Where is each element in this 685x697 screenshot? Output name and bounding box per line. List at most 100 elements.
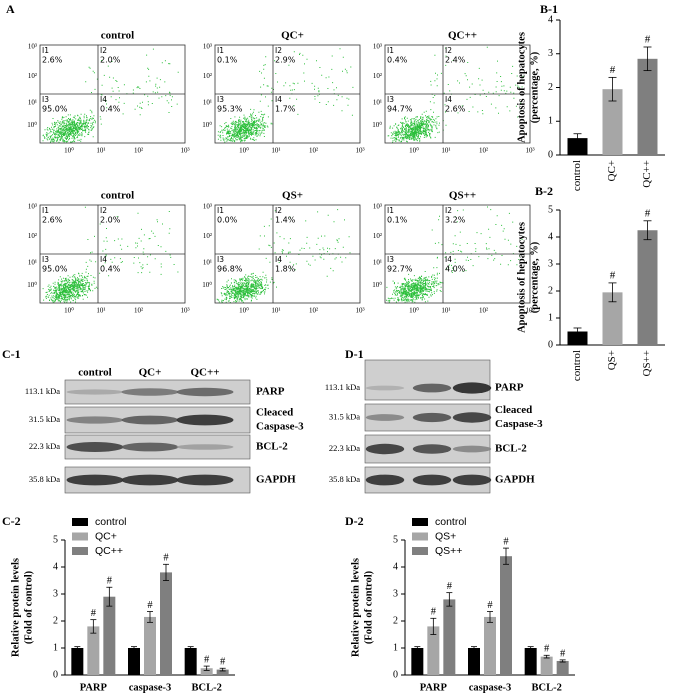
significance-mark: # [220,657,226,668]
flow-y-tick: 10⁰ [27,281,37,289]
quadrant-pct: 0.0% [217,216,238,225]
quadrant-id: I3 [217,95,224,104]
quadrant-pct: 2.0% [100,216,121,225]
quadrant-id: I3 [42,95,49,104]
flow-title: QC++ [448,30,477,42]
quadrant-pct: 2.6% [445,105,466,114]
flow-x-tick: 10² [134,307,143,315]
quadrant-pct: 2.0% [100,56,121,65]
flow-y-tick: 10¹ [203,98,212,106]
y-tick-label: 2 [53,615,58,626]
blot-band [121,442,179,452]
blot-band [412,412,452,423]
event-cloud [216,209,351,303]
x-tick-label: QS++ [641,350,653,376]
blot-band [121,388,179,396]
y-axis-label: (percentage, %) [529,241,540,313]
blot-band [121,415,179,425]
quadrant-pct: 2.6% [42,56,63,65]
molecular-weight: 35.8 kDa [329,474,360,484]
significance-mark: # [544,644,550,655]
protein-label: GAPDH [256,474,296,486]
blot-band [176,444,234,450]
blot-band [66,474,124,486]
protein-label: BCL-2 [256,441,288,453]
significance-mark: # [91,608,97,619]
significance-mark: # [645,34,651,46]
legend-swatch [72,547,88,555]
y-tick-label: 4 [548,231,553,242]
chart-title: D-2 [345,514,364,528]
x-tick-label: BCL-2 [191,682,221,693]
flow-x-tick: 10¹ [441,307,450,315]
bar [144,616,156,675]
y-tick-label: 0 [548,149,553,160]
flow-y-tick: 10³ [373,43,382,51]
blot-band [176,474,234,486]
quadrant-pct: 0.4% [100,265,121,274]
flow-y-tick: 10³ [28,203,37,211]
protein-label: PARP [256,386,285,398]
y-tick-label: 1 [53,642,58,653]
flow-title: control [101,190,134,202]
blot-band [365,414,405,421]
flow-title: control [101,30,134,42]
flow-y-tick: 10¹ [203,258,212,266]
significance-mark: # [431,607,437,618]
x-tick-label: PARP [420,682,448,693]
quadrant-id: I3 [42,255,49,264]
y-tick-label: 2 [548,285,553,296]
flow-title: QS++ [449,190,476,202]
protein-label: BCL-2 [495,443,527,455]
bar [216,669,229,675]
legend-swatch [412,547,428,555]
legend-label: QC+ [95,530,117,542]
significance-mark: # [107,576,113,587]
blot-band [365,474,405,486]
x-tick-label: control [571,160,583,191]
flow-y-tick: 10² [28,72,37,80]
flow-x-tick: 10² [309,147,318,155]
molecular-weight: 22.3 kDa [329,443,360,453]
y-axis-label: Relative protein levels [10,558,21,657]
quadrant-pct: 95.3% [217,105,243,114]
legend-label: control [435,516,467,528]
quadrant-pct: 94.7% [387,105,413,114]
blot-band [176,387,234,397]
y-tick-label: 3 [53,588,58,599]
flow-x-tick: 10¹ [441,147,450,155]
quadrant-id: I1 [387,46,394,55]
quadrant-pct: 3.2% [445,216,466,225]
quadrant-id: I2 [100,46,107,55]
protein-label: PARP [495,382,524,394]
quadrant-id: I1 [42,206,49,215]
quadrant-pct: 95.0% [42,265,68,274]
blot-band [176,414,234,426]
bar [602,292,623,345]
flow-x-tick: 10² [479,147,488,155]
molecular-weight: 35.8 kDa [29,474,60,484]
legend-swatch [412,518,428,526]
y-tick-label: 3 [393,588,398,599]
bar [540,656,553,675]
blot-band [452,382,492,394]
quadrant-id: I2 [445,206,452,215]
quadrant-id: I3 [387,255,394,264]
y-tick-label: 2 [393,615,398,626]
bar [500,556,512,675]
bar [484,616,496,675]
significance-mark: # [163,553,169,564]
event-cloud [217,48,354,143]
flow-title: QS+ [282,190,303,202]
quadrant-id: I4 [445,255,452,264]
quadrant-pct: 2.4% [445,56,466,65]
flow-y-tick: 10⁰ [202,121,212,129]
quadrant-id: I1 [42,46,49,55]
protein-label: Cleaced [256,407,293,419]
quadrant-id: I3 [387,95,394,104]
flow-x-tick: 10² [309,307,318,315]
flow-y-tick: 10⁰ [27,121,37,129]
significance-mark: # [560,648,566,659]
x-tick-label: caspase-3 [469,682,512,693]
